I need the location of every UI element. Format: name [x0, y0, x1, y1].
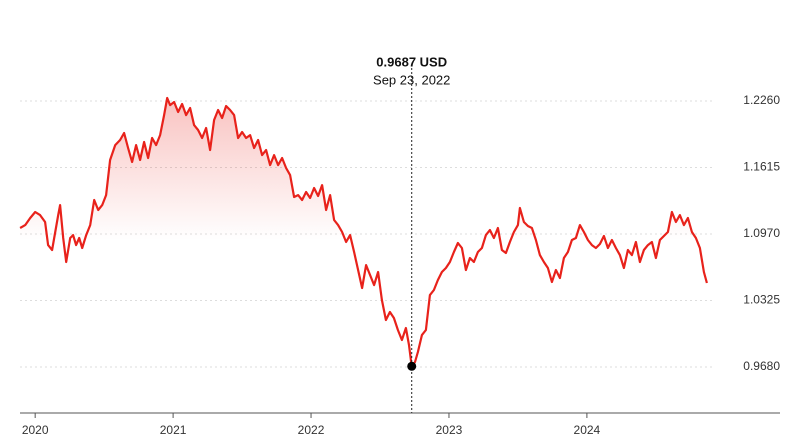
x-tick-label: 2021 — [160, 423, 187, 437]
x-tick-label: 2024 — [574, 423, 601, 437]
annotation-dot — [407, 361, 417, 371]
annotation-date: Sep 23, 2022 — [373, 72, 450, 87]
x-tick-label: 2023 — [436, 423, 463, 437]
x-tick-label: 2020 — [22, 423, 49, 437]
y-tick-label: 1.1615 — [743, 160, 780, 174]
annotation-value: 0.9687 USD — [376, 54, 447, 69]
y-tick-label: 1.0970 — [743, 226, 780, 240]
y-tick-label: 1.2260 — [743, 93, 780, 107]
x-tick-label: 2022 — [298, 423, 325, 437]
y-tick-label: 1.0325 — [743, 293, 780, 307]
area-fill — [20, 98, 707, 413]
price-line — [19, 96, 708, 368]
y-tick-label: 0.9680 — [743, 359, 780, 373]
